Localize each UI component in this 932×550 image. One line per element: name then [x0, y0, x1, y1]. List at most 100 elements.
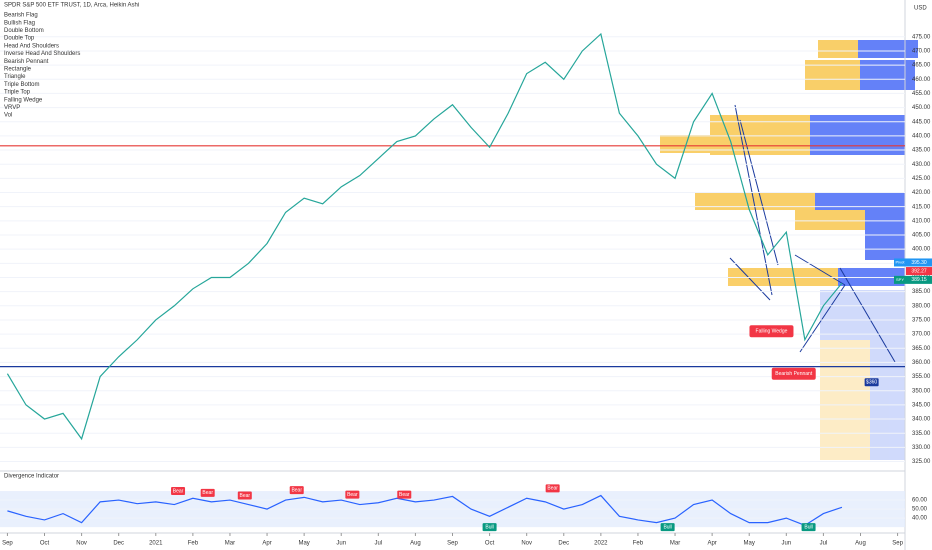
vp-bar [858, 40, 918, 58]
series-line [6, 32, 843, 441]
x-tick-label: Oct [485, 541, 495, 547]
indicator-name: Head And Shoulders [4, 43, 59, 49]
annotation: Falling Wedge [756, 329, 788, 335]
signal-label: Bull [663, 524, 671, 530]
signal-label: Bear [291, 487, 302, 493]
vp-bar [805, 60, 860, 90]
signal-label: Bear [547, 486, 558, 492]
chart-title: SPDR S&P 500 ETF TRUST, 1D, Arca, Heikin… [4, 3, 139, 9]
vp-bar [810, 115, 905, 155]
annotation-box [749, 325, 794, 338]
y-tick-label: 445.00 [912, 119, 931, 125]
y-tick-label: 370.00 [912, 332, 931, 338]
y-tick-label: 345.00 [912, 402, 931, 408]
indicator-name: Triple Top [4, 90, 31, 96]
y-tick-label: 470.00 [912, 49, 931, 55]
signal-box [345, 490, 360, 499]
x-tick-label: May [298, 541, 309, 547]
indicator-name: Bearish Pennant [4, 59, 49, 65]
x-tick-label: Apr [707, 541, 716, 547]
y-tick-label: 365.00 [912, 346, 931, 352]
indicator-name: Double Top [4, 36, 35, 42]
signal-box [864, 378, 879, 387]
x-tick-label: Sep [892, 541, 903, 547]
price-label-box [906, 267, 932, 276]
x-tick-label: Jun [336, 541, 346, 547]
y-tick-label: 375.00 [912, 318, 931, 324]
signal-box [397, 490, 412, 499]
indicator-name: VRVP [4, 105, 20, 111]
vp-bar [660, 135, 740, 153]
indicator-name: Bullish Flag [4, 20, 35, 26]
y-tick-label: 350.00 [912, 388, 931, 394]
x-tick-label: Mar [225, 541, 235, 547]
signal-label: Bear [202, 490, 213, 496]
signal-box [237, 491, 252, 500]
signal-label: Bull [804, 524, 812, 530]
signal-label: Bear [173, 488, 184, 494]
x-tick-label: Mar [670, 541, 680, 547]
signal-label: Bear [347, 492, 358, 498]
y-tick-label: 380.00 [912, 303, 931, 309]
y-tick-label: 425.00 [912, 176, 931, 182]
indicator-name: Vol [4, 113, 12, 119]
x-tick-label: Nov [76, 541, 87, 547]
vp-bar [815, 192, 905, 210]
y-tick-label: 430.00 [912, 162, 931, 168]
x-tick-label: Nov [521, 541, 532, 547]
price-label-name: SPY [896, 277, 904, 282]
x-tick-label: Jul [374, 541, 382, 547]
y-tick-label: 50.00 [912, 507, 928, 513]
y-tick-label: 440.00 [912, 133, 931, 139]
y-tick-label: 335.00 [912, 431, 931, 437]
y-tick-label: 435.00 [912, 148, 931, 154]
indicator-title: Divergence Indicator [4, 474, 59, 480]
indicator-name: Triangle [4, 74, 26, 80]
vp-bar [818, 40, 858, 58]
y-tick-label: 405.00 [912, 233, 931, 239]
y-tick-label: 460.00 [912, 77, 931, 83]
price-label-name: Pivot [896, 260, 906, 265]
signal-box [171, 487, 186, 496]
signal-box [200, 488, 215, 497]
y-tick-label: 40.00 [912, 516, 928, 522]
signal-box [289, 486, 304, 495]
price-label-name-box [894, 258, 906, 267]
x-tick-label: Dec [113, 541, 124, 547]
x-tick-label: 2022 [594, 541, 608, 547]
signal-label: Bull [485, 524, 493, 530]
y-tick-label: 360.00 [912, 360, 931, 366]
y-tick-label: 450.00 [912, 105, 931, 111]
annotation-box [771, 367, 816, 380]
y-tick-label: 340.00 [912, 417, 931, 423]
vp-bar [820, 340, 870, 460]
y-tick-label: 330.00 [912, 445, 931, 451]
wedge-line [729, 257, 771, 301]
vp-bar [860, 60, 915, 90]
y-axis-label: USD [914, 6, 927, 12]
x-tick-label: May [744, 541, 755, 547]
series-line [7, 494, 843, 526]
projection-arrow [839, 267, 896, 363]
signal-label: Bear [240, 493, 251, 499]
signal-label: $360 [866, 380, 877, 386]
price-label-name-box [894, 275, 906, 284]
x-tick-label: Oct [40, 541, 50, 547]
price-label-box [906, 275, 932, 284]
price-label: 389.15 [911, 277, 927, 283]
vp-bar [695, 192, 815, 210]
y-tick-label: 415.00 [912, 204, 931, 210]
indicator-name: Falling Wedge [4, 97, 43, 103]
x-tick-label: Aug [855, 541, 866, 547]
indicator-name: Triple Bottom [4, 82, 39, 88]
signal-label: Bear [399, 492, 410, 498]
y-tick-label: 410.00 [912, 218, 931, 224]
annotation: Bearish Pennant [775, 371, 813, 377]
x-tick-label: Sep [2, 541, 13, 547]
indicator-name: Bearish Flag [4, 13, 38, 19]
y-tick-label: 325.00 [912, 459, 931, 465]
x-tick-label: Jul [820, 541, 828, 547]
signal-box [801, 523, 816, 532]
x-tick-label: Feb [633, 541, 644, 547]
x-tick-label: Aug [410, 541, 421, 547]
